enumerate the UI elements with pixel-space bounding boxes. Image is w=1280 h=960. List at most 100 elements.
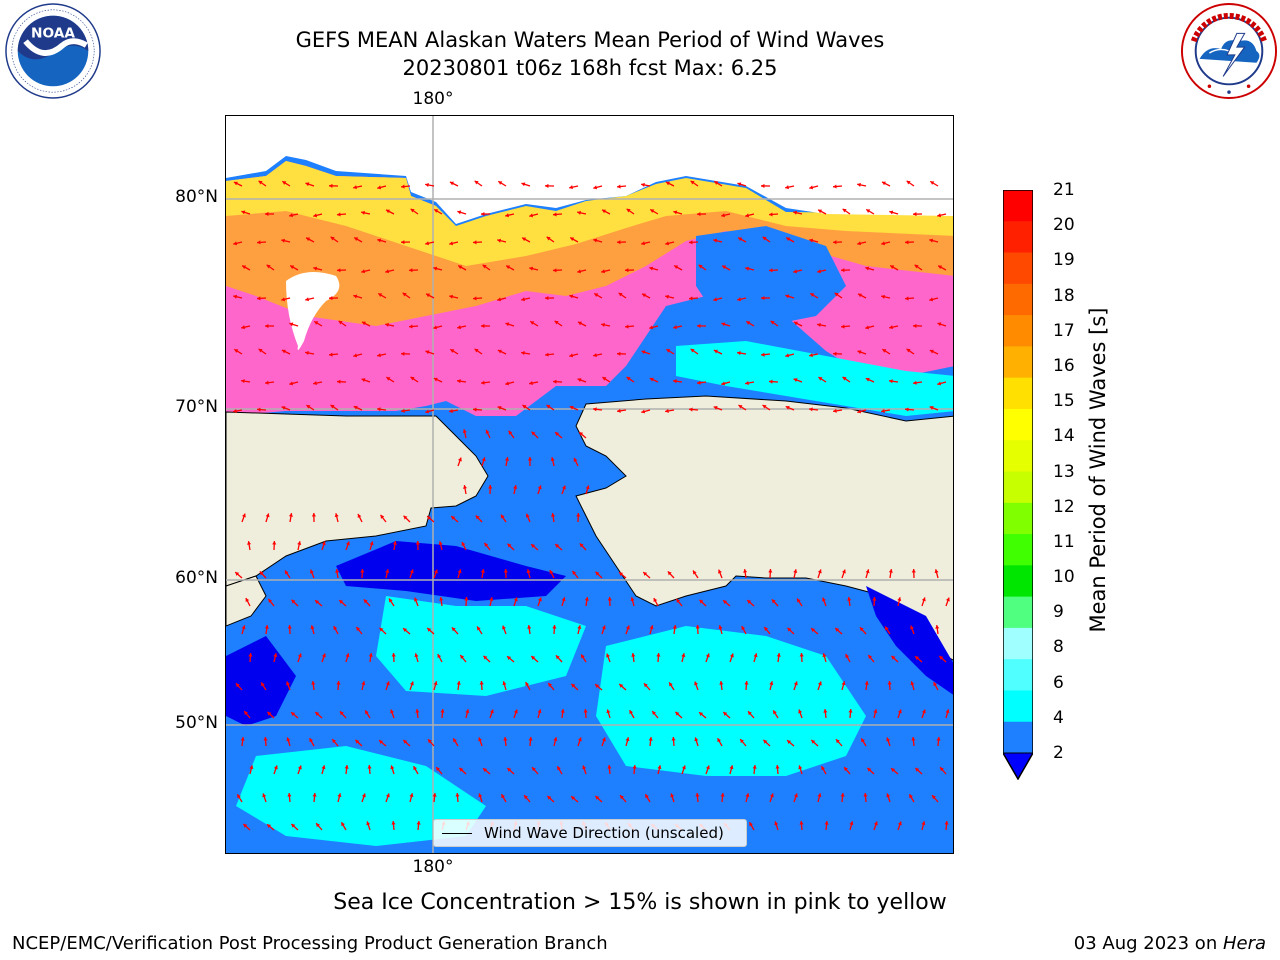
wind-wave-arrowhead	[257, 296, 261, 301]
wind-wave-arrowhead	[761, 295, 765, 301]
wind-wave-arrowhead	[891, 655, 896, 660]
wind-wave-arrowhead	[462, 485, 468, 489]
wind-wave-arrowhead	[235, 572, 240, 576]
chart-title: GEFS MEAN Alaskan Waters Mean Period of …	[295, 28, 885, 52]
wind-wave-arrowhead	[595, 571, 600, 576]
wind-wave-arrowhead	[921, 597, 926, 602]
wind-wave-arrowhead	[332, 739, 336, 744]
map-panel: Wind Wave Direction (unscaled)	[225, 115, 954, 854]
wind-wave-arrowhead	[281, 297, 286, 302]
wind-wave-arrowhead	[258, 348, 263, 353]
wind-wave-arrowhead	[241, 379, 245, 384]
wind-wave-arrowhead	[602, 377, 607, 381]
colorbar-extend-arrow	[1003, 752, 1033, 780]
wind-wave-arrowhead	[607, 597, 612, 601]
wind-wave-arrowhead	[267, 711, 272, 716]
wind-wave-arrowhead	[642, 293, 647, 298]
wind-wave-arrowhead	[329, 352, 333, 357]
wind-wave-arrowhead	[833, 408, 837, 413]
wind-wave-arrowhead	[771, 599, 776, 604]
wind-wave-arrowhead	[385, 569, 390, 574]
colorbar-segment	[1003, 721, 1033, 754]
colorbar-label: Mean Period of Wind Waves [s]	[1086, 307, 1110, 633]
wind-wave-arrowhead	[345, 653, 350, 658]
wind-wave-arrowhead	[353, 185, 357, 190]
wind-wave-arrowhead	[817, 322, 821, 328]
wind-wave-arrowhead	[769, 212, 773, 217]
wind-wave-arrowhead	[507, 656, 512, 660]
wind-wave-arrowhead	[933, 682, 938, 687]
wind-wave-arrowhead	[824, 821, 829, 825]
colorbar-tick-label: 20	[1053, 215, 1075, 236]
wind-wave-arrowhead	[234, 349, 239, 353]
wind-wave-arrowhead	[264, 625, 269, 629]
wind-wave-arrowhead	[569, 353, 574, 358]
wind-wave-arrowhead	[817, 681, 822, 686]
wind-wave-arrowhead	[290, 265, 295, 270]
wind-wave-arrowhead	[361, 681, 366, 686]
wind-wave-arrowhead	[786, 237, 791, 242]
wind-wave-arrowhead	[785, 294, 790, 299]
wind-wave-arrowhead	[793, 378, 798, 382]
land-alaska	[575, 395, 953, 661]
wind-wave-arrowhead	[793, 681, 798, 686]
wind-wave-arrowhead	[650, 209, 655, 213]
wind-wave-arrowhead	[665, 408, 669, 413]
wind-wave-arrowhead	[281, 406, 286, 410]
wind-wave-arrowhead	[910, 625, 914, 630]
wind-wave-arrowhead	[386, 377, 391, 381]
wind-wave-arrowhead	[267, 824, 272, 828]
wind-wave-arrowhead	[465, 709, 470, 714]
wind-wave-arrowhead	[713, 349, 718, 354]
noaa-logo: NOAA	[5, 3, 101, 99]
wind-wave-arrowhead	[606, 709, 611, 714]
wind-wave-arrowhead	[337, 793, 342, 798]
colorbar-tick-label: 10	[1053, 567, 1075, 588]
wind-wave-arrowhead	[842, 376, 847, 381]
wind-wave-arrowhead	[361, 378, 366, 383]
wind-wave-arrowhead	[938, 265, 943, 270]
wind-wave-arrowhead	[433, 325, 438, 330]
wind-wave-arrowhead	[329, 296, 333, 301]
wind-wave-arrowhead	[282, 181, 287, 185]
wind-wave-arrowhead	[809, 185, 814, 190]
wind-wave-arrowhead	[569, 405, 574, 410]
wind-wave-arrowhead	[497, 297, 502, 302]
colorbar-tick-label: 9	[1053, 602, 1064, 623]
wind-wave-arrowhead	[478, 737, 483, 742]
wind-wave-arrowhead	[503, 569, 508, 573]
colorbar-segment	[1003, 440, 1033, 472]
wind-wave-arrowhead	[841, 268, 845, 273]
wind-wave-arrowhead	[337, 268, 341, 273]
wind-wave-arrowhead	[484, 542, 489, 547]
wind-wave-arrowhead	[380, 514, 385, 519]
wind-wave-arrowhead	[257, 407, 261, 412]
wind-wave-arrowhead	[571, 683, 576, 688]
wind-wave-arrowhead	[888, 569, 893, 573]
wind-wave-arrowhead	[366, 821, 371, 826]
colorbar-segment	[1003, 596, 1033, 629]
wind-wave-arrowhead	[905, 407, 909, 412]
wind-wave-arrowhead	[473, 240, 477, 245]
wind-wave-arrowhead	[457, 325, 461, 330]
wind-wave-arrowhead	[321, 765, 326, 770]
colorbar-segment	[1003, 690, 1033, 723]
wind-wave-arrowhead	[437, 654, 442, 659]
wind-wave-arrowhead	[914, 264, 919, 269]
wind-wave-arrowhead	[841, 324, 845, 329]
wind-wave-arrowhead	[921, 709, 926, 714]
wind-wave-arrowhead	[531, 544, 536, 548]
wind-wave-arrowhead	[537, 485, 542, 490]
wind-wave-arrowhead	[551, 513, 556, 517]
wind-wave-arrowhead	[649, 377, 654, 382]
wind-wave-arrowhead	[809, 238, 814, 243]
chart-subtitle: 20230801 t06z 168h fcst Max: 6.25	[402, 56, 778, 80]
wind-wave-arrowhead	[834, 292, 839, 297]
wind-wave-arrowhead	[929, 349, 934, 354]
wind-wave-arrowhead	[339, 600, 344, 604]
wind-wave-arrowhead	[929, 405, 934, 410]
wind-wave-arrowhead	[667, 571, 672, 576]
wind-wave-arrowhead	[881, 294, 885, 299]
wind-wave-arrowhead	[237, 794, 241, 799]
wind-wave-arrowhead	[737, 182, 742, 187]
